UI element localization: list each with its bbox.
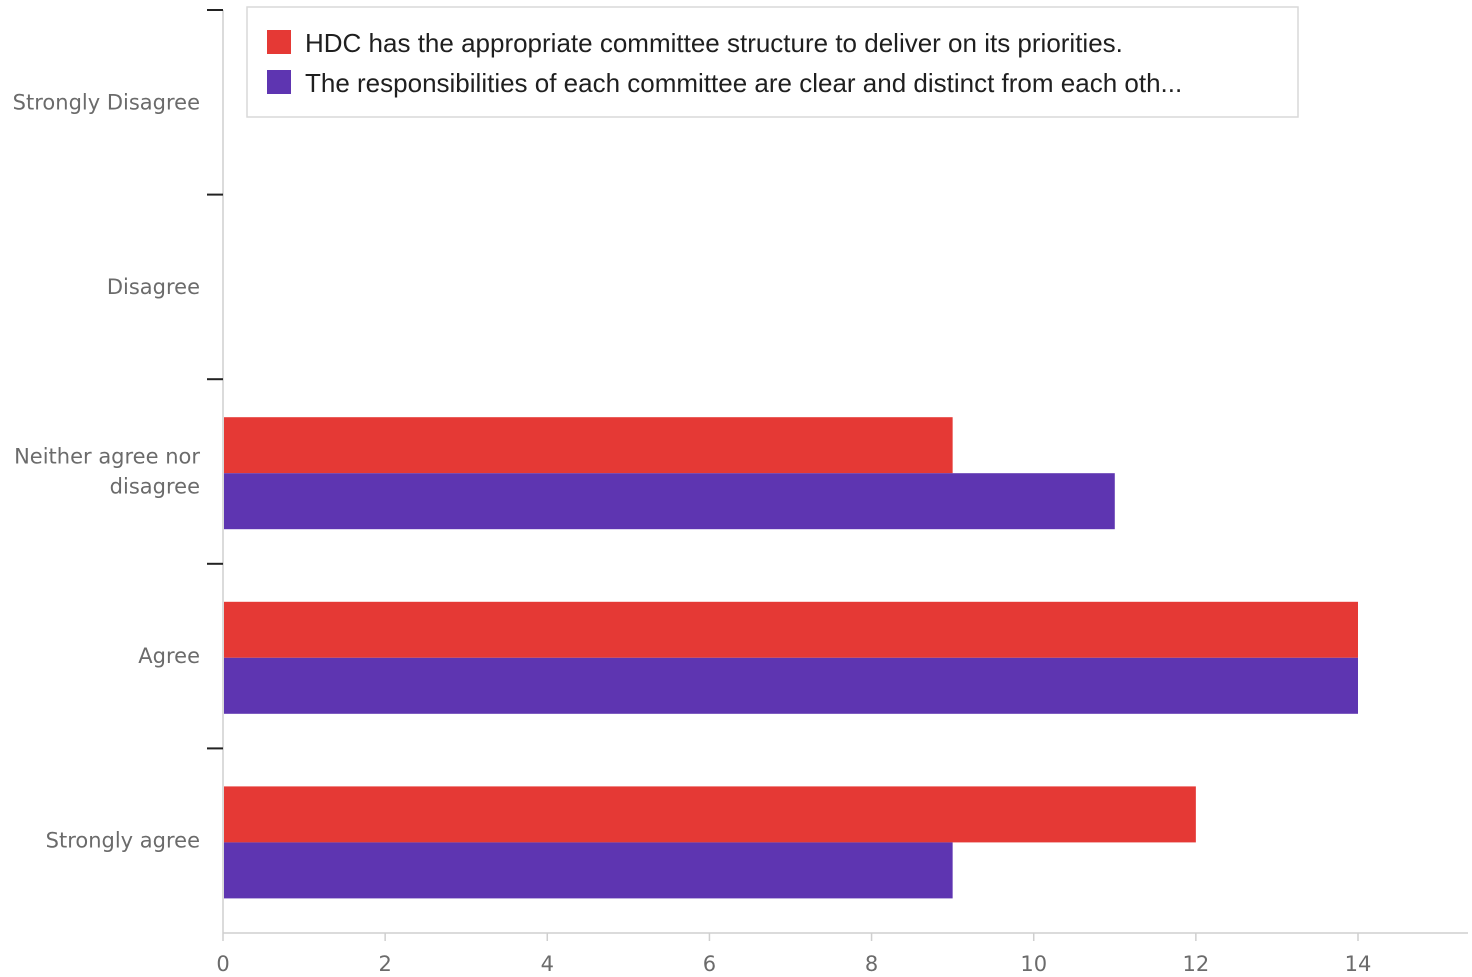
category-label: Agree xyxy=(138,644,200,668)
x-tick-label: 2 xyxy=(378,952,391,976)
category-label: Strongly agree xyxy=(46,829,200,853)
legend-label-series-2: The responsibilities of each committee a… xyxy=(305,68,1182,98)
x-tick-label: 8 xyxy=(865,952,878,976)
bar-series-2 xyxy=(224,842,953,899)
category-label: Disagree xyxy=(107,275,200,299)
category-label: Neither agree nor disagree xyxy=(14,445,200,499)
bar-series-1 xyxy=(224,786,1196,843)
bars xyxy=(224,417,1358,899)
legend-box xyxy=(246,6,1299,118)
legend-label-series-1: HDC has the appropriate committee struct… xyxy=(305,28,1123,58)
category-labels: Strongly Disagree Disagree Neither agree n… xyxy=(13,90,201,852)
bar-series-2 xyxy=(224,657,1358,714)
x-tick-label: 6 xyxy=(703,952,716,976)
category-label: Strongly Disagree xyxy=(13,90,200,114)
legend-swatch-series-1 xyxy=(267,30,291,54)
bar-series-1 xyxy=(224,601,1358,658)
legend-swatch-series-2 xyxy=(267,70,291,94)
chart-axes xyxy=(207,9,1468,941)
x-tick-labels: 0 2 4 6 8 10 12 14 xyxy=(216,952,1371,976)
bar-series-1 xyxy=(224,417,953,474)
legend: HDC has the appropriate committee struct… xyxy=(246,6,1299,118)
x-tick-label: 12 xyxy=(1182,952,1209,976)
x-tick-label: 10 xyxy=(1020,952,1047,976)
x-tick-label: 4 xyxy=(541,952,554,976)
bar-series-2 xyxy=(224,473,1115,530)
x-tick-label: 0 xyxy=(216,952,229,976)
x-tick-label: 14 xyxy=(1345,952,1372,976)
